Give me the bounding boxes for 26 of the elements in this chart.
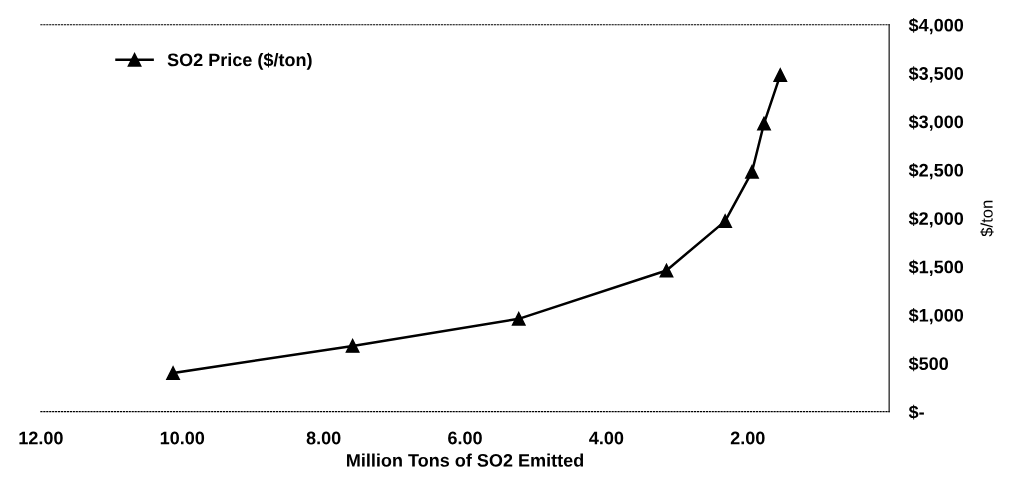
y2-tick-label: $4,000 <box>908 17 964 35</box>
point <box>718 214 733 229</box>
y2-tick-label: $3,000 <box>908 114 964 131</box>
y2-tick-label: $500 <box>908 356 949 372</box>
point <box>745 164 759 179</box>
x-tick-label: 12.00 <box>19 431 63 445</box>
y2-axis-title: $/ton <box>980 200 994 237</box>
y2-tick-label: $3,500 <box>908 66 964 83</box>
x-tick-label: 4.00 <box>589 431 624 445</box>
y2-tick-label: $2,000 <box>908 211 964 228</box>
y2-tick-label: $1,000 <box>908 308 964 325</box>
x-axis-title: Million Tons of SO2 Emitted <box>347 453 584 467</box>
legend-label: SO2 Price ($/ton) <box>167 52 312 70</box>
y2-tick-label: $2,500 <box>908 163 964 180</box>
point <box>757 116 771 131</box>
x-tick-label: 8.00 <box>306 431 341 445</box>
point <box>511 311 526 326</box>
x-tick-label: 2.00 <box>730 431 765 445</box>
x-tick-label: 6.00 <box>448 431 482 445</box>
y2-tick-label: $1,500 <box>908 259 964 276</box>
point <box>659 263 674 278</box>
point <box>345 338 360 353</box>
point <box>773 68 788 83</box>
point <box>166 366 181 380</box>
x-tick-label: 10.00 <box>160 431 205 445</box>
y2-tick-label: $- <box>908 404 924 420</box>
